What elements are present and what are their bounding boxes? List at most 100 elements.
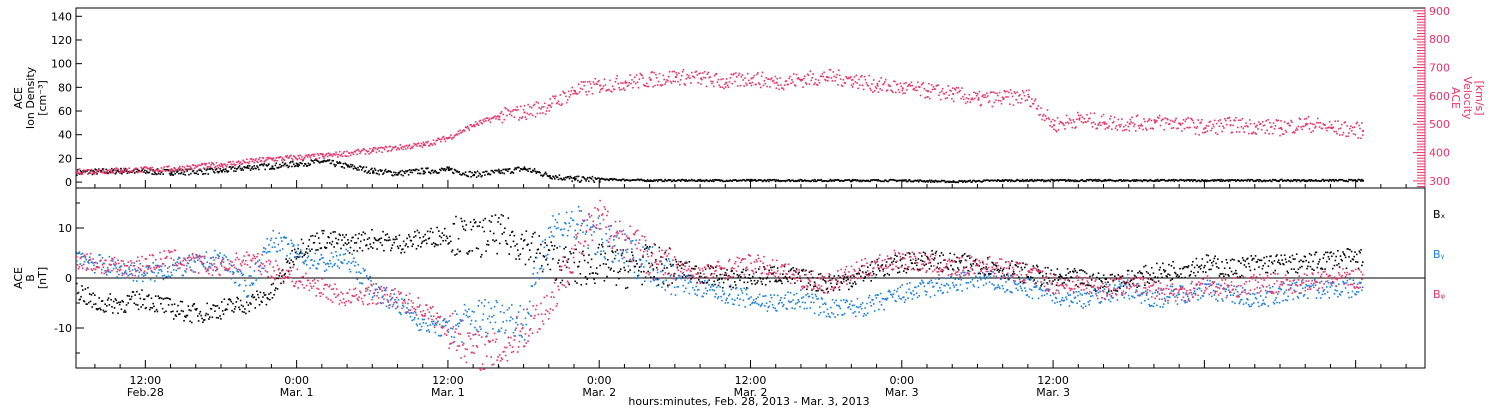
velocity-point xyxy=(774,75,777,78)
density-point xyxy=(1293,179,1296,182)
density-point xyxy=(807,179,810,182)
velocity-point xyxy=(1228,116,1231,119)
velocity-point xyxy=(959,89,961,92)
velocity-point xyxy=(186,165,188,167)
density-point xyxy=(470,175,472,178)
density-point xyxy=(895,180,898,183)
velocity-point xyxy=(518,119,520,121)
velocity-point xyxy=(529,106,531,108)
bx-point xyxy=(500,213,503,216)
velocity-point xyxy=(372,146,375,149)
bx-point xyxy=(1283,254,1286,257)
density-point xyxy=(138,169,141,172)
bx-point xyxy=(443,234,445,237)
bx-point xyxy=(341,234,344,236)
bx-point xyxy=(683,274,685,276)
bx-point xyxy=(1290,268,1293,270)
by-point xyxy=(332,256,335,258)
velocity-point xyxy=(219,165,221,168)
bx-point xyxy=(982,266,985,269)
by-point xyxy=(283,236,286,238)
bx-point xyxy=(603,279,606,282)
velocity-point xyxy=(148,167,151,170)
bx-point xyxy=(613,270,615,272)
bx-point xyxy=(1092,273,1095,276)
velocity-point xyxy=(113,168,116,170)
bx-point xyxy=(984,273,987,276)
by-point xyxy=(315,267,317,269)
velocity-point xyxy=(1197,119,1200,121)
density-point xyxy=(396,174,399,176)
by-point xyxy=(401,298,403,300)
by-point xyxy=(123,263,125,265)
density-point xyxy=(990,179,993,182)
velocity-point xyxy=(590,87,593,89)
velocity-point xyxy=(1113,116,1116,119)
bx-point xyxy=(795,268,798,270)
velocity-point xyxy=(91,170,94,173)
velocity-point xyxy=(1154,119,1156,122)
velocity-point xyxy=(1108,125,1110,127)
velocity-point xyxy=(587,90,590,93)
bx-point xyxy=(1151,279,1154,281)
velocity-point xyxy=(417,142,419,145)
bx-point xyxy=(89,300,92,303)
density-point xyxy=(1318,180,1321,182)
velocity-point xyxy=(396,147,399,149)
density-point xyxy=(1030,179,1032,182)
velocity-point xyxy=(268,156,270,159)
bx-point xyxy=(522,247,524,250)
bx-point xyxy=(414,230,416,233)
density-point xyxy=(840,179,843,182)
velocity-point xyxy=(1293,131,1296,134)
velocity-point xyxy=(830,77,833,79)
density-point xyxy=(1235,180,1237,182)
density-point xyxy=(823,180,825,182)
density-point xyxy=(264,168,267,171)
density-point xyxy=(166,169,168,171)
bx-point xyxy=(993,268,996,271)
velocity-point xyxy=(612,88,615,91)
bx-point xyxy=(582,250,584,253)
density-point xyxy=(1350,179,1352,181)
bx-point xyxy=(565,266,568,269)
density-point xyxy=(508,167,511,170)
velocity-point xyxy=(807,74,810,76)
density-point xyxy=(894,179,896,182)
velocity-point xyxy=(1119,125,1121,128)
by-point xyxy=(308,248,311,251)
velocity-point xyxy=(632,86,634,89)
bx-point xyxy=(741,271,744,274)
velocity-point xyxy=(1059,120,1062,123)
bx-point xyxy=(505,242,508,245)
density-point xyxy=(140,170,142,173)
by-point xyxy=(269,250,271,253)
velocity-point xyxy=(242,159,244,162)
velocity-point xyxy=(1118,124,1120,126)
by-point xyxy=(486,335,488,337)
bx-point xyxy=(1326,251,1329,254)
velocity-point xyxy=(1200,121,1202,124)
velocity-point xyxy=(587,81,589,83)
by-point xyxy=(300,252,303,254)
bx-point xyxy=(625,287,627,290)
velocity-point xyxy=(840,84,843,87)
velocity-point xyxy=(723,87,725,90)
velocity-point xyxy=(1358,124,1360,127)
velocity-point xyxy=(1166,117,1168,120)
velocity-point xyxy=(273,159,276,162)
velocity-point xyxy=(467,127,470,130)
density-point xyxy=(147,171,150,174)
density-point xyxy=(178,172,180,175)
bx-point xyxy=(588,254,590,256)
velocity-point xyxy=(555,102,558,105)
velocity-point xyxy=(842,78,845,81)
density-point xyxy=(631,179,633,182)
velocity-point xyxy=(511,110,514,112)
density-point xyxy=(1168,179,1171,182)
density-point xyxy=(381,169,383,172)
bx-point xyxy=(902,257,904,259)
velocity-point xyxy=(620,82,622,84)
bx-point xyxy=(1325,251,1327,254)
bx-point xyxy=(1074,269,1077,272)
